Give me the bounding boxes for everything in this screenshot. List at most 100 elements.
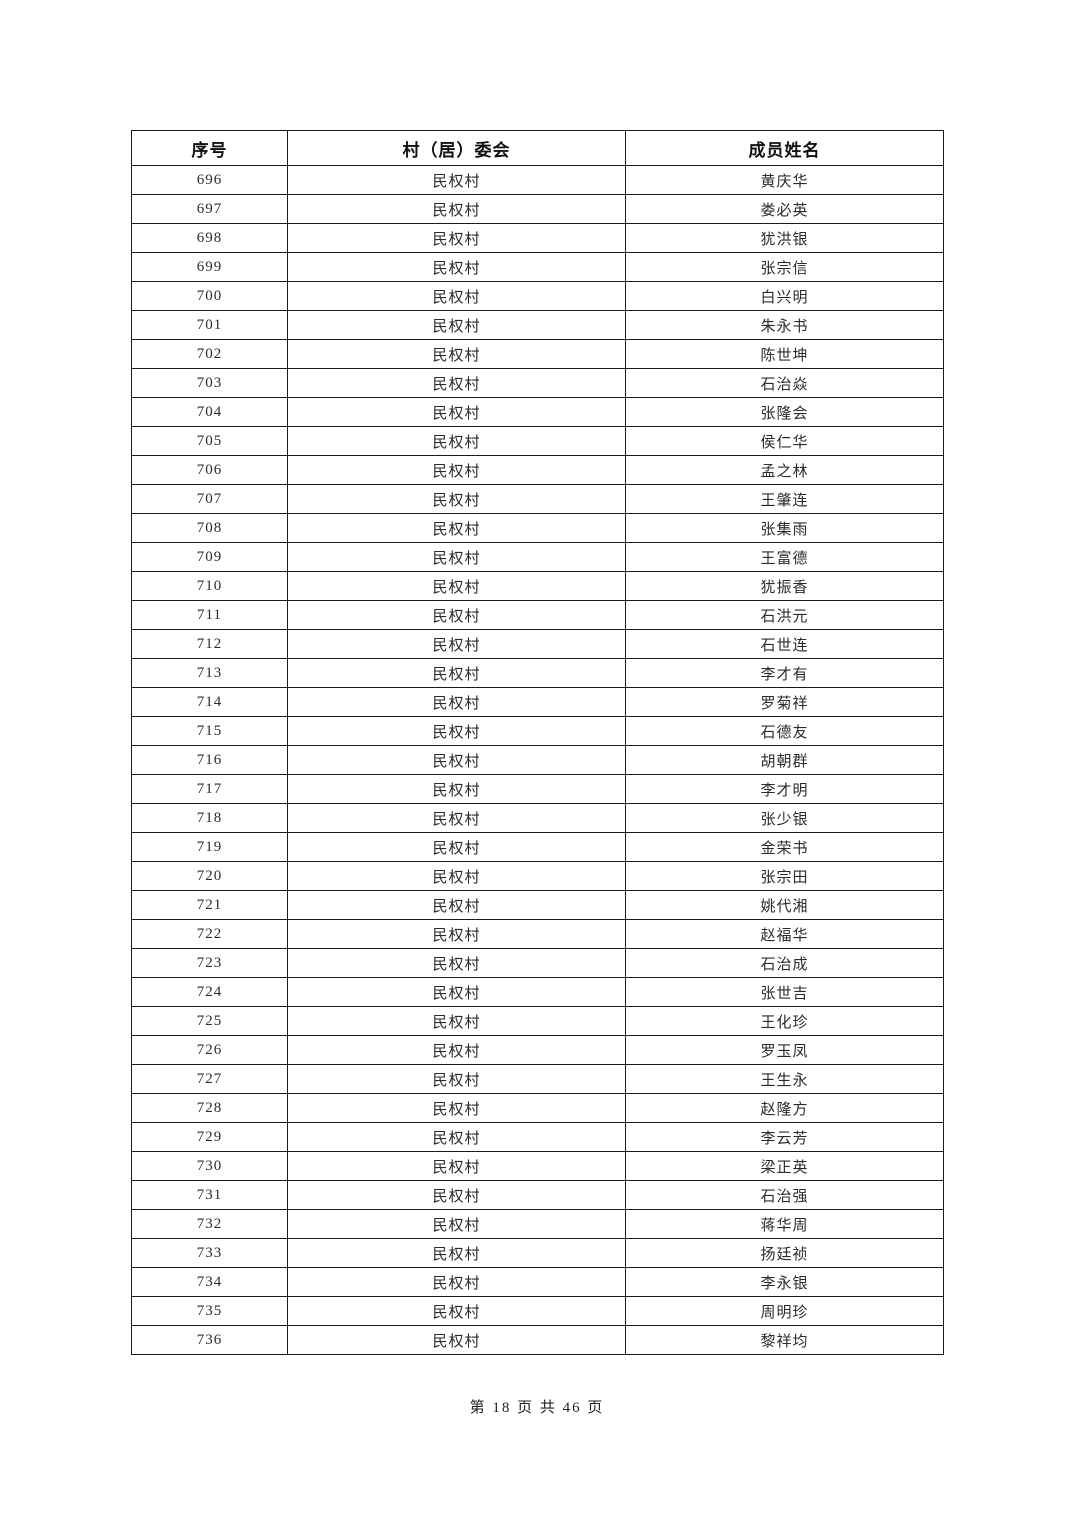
cell-serial-number: 701 bbox=[131, 310, 288, 340]
table-row: 701 民权村 朱永书 bbox=[131, 310, 944, 340]
cell-village-committee: 民权村 bbox=[287, 542, 626, 572]
cell-village-committee: 民权村 bbox=[287, 484, 626, 514]
table-row: 707 民权村 王肇连 bbox=[131, 484, 944, 514]
cell-member-name: 犹振香 bbox=[625, 571, 944, 601]
cell-member-name: 黎祥均 bbox=[625, 1325, 944, 1355]
page-number-footer: 第 18 页 共 46 页 bbox=[469, 1400, 605, 1416]
table-row: 699 民权村 张宗信 bbox=[131, 252, 944, 282]
cell-member-name: 赵隆方 bbox=[625, 1093, 944, 1123]
table-row: 718 民权村 张少银 bbox=[131, 803, 944, 833]
cell-serial-number: 725 bbox=[131, 1006, 288, 1036]
cell-member-name: 娄必英 bbox=[625, 194, 944, 224]
table-row: 714 民权村 罗菊祥 bbox=[131, 687, 944, 717]
cell-member-name: 石治成 bbox=[625, 948, 944, 978]
table-row: 710 民权村 犹振香 bbox=[131, 571, 944, 601]
cell-member-name: 张世吉 bbox=[625, 977, 944, 1007]
cell-serial-number: 729 bbox=[131, 1122, 288, 1152]
table-row: 715 民权村 石德友 bbox=[131, 716, 944, 746]
table-row: 705 民权村 侯仁华 bbox=[131, 426, 944, 456]
cell-serial-number: 702 bbox=[131, 339, 288, 369]
cell-member-name: 蒋华周 bbox=[625, 1209, 944, 1239]
cell-village-committee: 民权村 bbox=[287, 687, 626, 717]
table-row: 724 民权村 张世吉 bbox=[131, 977, 944, 1007]
table-row: 720 民权村 张宗田 bbox=[131, 861, 944, 891]
cell-serial-number: 730 bbox=[131, 1151, 288, 1181]
cell-serial-number: 731 bbox=[131, 1180, 288, 1210]
cell-member-name: 金荣书 bbox=[625, 832, 944, 862]
cell-village-committee: 民权村 bbox=[287, 861, 626, 891]
cell-serial-number: 722 bbox=[131, 919, 288, 949]
cell-serial-number: 704 bbox=[131, 397, 288, 427]
cell-member-name: 孟之林 bbox=[625, 455, 944, 485]
cell-serial-number: 727 bbox=[131, 1064, 288, 1094]
cell-serial-number: 732 bbox=[131, 1209, 288, 1239]
table-row: 698 民权村 犹洪银 bbox=[131, 223, 944, 253]
table-row: 703 民权村 石治焱 bbox=[131, 368, 944, 398]
table-row: 725 民权村 王化珍 bbox=[131, 1006, 944, 1036]
cell-member-name: 王生永 bbox=[625, 1064, 944, 1094]
cell-member-name: 李才有 bbox=[625, 658, 944, 688]
cell-member-name: 李才明 bbox=[625, 774, 944, 804]
cell-serial-number: 699 bbox=[131, 252, 288, 282]
cell-village-committee: 民权村 bbox=[287, 194, 626, 224]
cell-member-name: 周明珍 bbox=[625, 1296, 944, 1326]
cell-member-name: 罗玉凤 bbox=[625, 1035, 944, 1065]
cell-member-name: 李云芳 bbox=[625, 1122, 944, 1152]
table-row: 713 民权村 李才有 bbox=[131, 658, 944, 688]
cell-village-committee: 民权村 bbox=[287, 252, 626, 282]
cell-member-name: 胡朝群 bbox=[625, 745, 944, 775]
cell-serial-number: 717 bbox=[131, 774, 288, 804]
cell-serial-number: 719 bbox=[131, 832, 288, 862]
cell-member-name: 黄庆华 bbox=[625, 165, 944, 195]
cell-serial-number: 708 bbox=[131, 513, 288, 543]
table-row: 730 民权村 梁正英 bbox=[131, 1151, 944, 1181]
cell-village-committee: 民权村 bbox=[287, 803, 626, 833]
cell-village-committee: 民权村 bbox=[287, 629, 626, 659]
cell-member-name: 王肇连 bbox=[625, 484, 944, 514]
cell-serial-number: 707 bbox=[131, 484, 288, 514]
cell-member-name: 石世连 bbox=[625, 629, 944, 659]
cell-member-name: 侯仁华 bbox=[625, 426, 944, 456]
table-row: 732 民权村 蒋华周 bbox=[131, 1209, 944, 1239]
table-row: 717 民权村 李才明 bbox=[131, 774, 944, 804]
cell-serial-number: 724 bbox=[131, 977, 288, 1007]
cell-member-name: 赵福华 bbox=[625, 919, 944, 949]
header-member-name: 成员姓名 bbox=[625, 130, 944, 166]
cell-serial-number: 718 bbox=[131, 803, 288, 833]
table-row: 711 民权村 石洪元 bbox=[131, 600, 944, 630]
cell-serial-number: 721 bbox=[131, 890, 288, 920]
table-row: 706 民权村 孟之林 bbox=[131, 455, 944, 485]
cell-village-committee: 民权村 bbox=[287, 1035, 626, 1065]
table-row: 704 民权村 张隆会 bbox=[131, 397, 944, 427]
cell-serial-number: 700 bbox=[131, 281, 288, 311]
table-row: 726 民权村 罗玉凤 bbox=[131, 1035, 944, 1065]
cell-member-name: 王富德 bbox=[625, 542, 944, 572]
cell-member-name: 王化珍 bbox=[625, 1006, 944, 1036]
cell-village-committee: 民权村 bbox=[287, 600, 626, 630]
cell-member-name: 罗菊祥 bbox=[625, 687, 944, 717]
cell-serial-number: 712 bbox=[131, 629, 288, 659]
cell-member-name: 石治焱 bbox=[625, 368, 944, 398]
cell-village-committee: 民权村 bbox=[287, 1122, 626, 1152]
cell-serial-number: 703 bbox=[131, 368, 288, 398]
table-row: 723 民权村 石治成 bbox=[131, 948, 944, 978]
cell-member-name: 扬廷祯 bbox=[625, 1238, 944, 1268]
table-row: 712 民权村 石世连 bbox=[131, 629, 944, 659]
cell-village-committee: 民权村 bbox=[287, 397, 626, 427]
cell-member-name: 石洪元 bbox=[625, 600, 944, 630]
cell-village-committee: 民权村 bbox=[287, 948, 626, 978]
cell-member-name: 石治强 bbox=[625, 1180, 944, 1210]
table-row: 719 民权村 金荣书 bbox=[131, 832, 944, 862]
cell-village-committee: 民权村 bbox=[287, 310, 626, 340]
cell-village-committee: 民权村 bbox=[287, 658, 626, 688]
cell-serial-number: 710 bbox=[131, 571, 288, 601]
table-row: 716 民权村 胡朝群 bbox=[131, 745, 944, 775]
cell-serial-number: 728 bbox=[131, 1093, 288, 1123]
table-row: 731 民权村 石治强 bbox=[131, 1180, 944, 1210]
cell-serial-number: 720 bbox=[131, 861, 288, 891]
cell-village-committee: 民权村 bbox=[287, 1151, 626, 1181]
cell-village-committee: 民权村 bbox=[287, 1238, 626, 1268]
cell-member-name: 陈世坤 bbox=[625, 339, 944, 369]
cell-member-name: 张宗田 bbox=[625, 861, 944, 891]
header-serial-number: 序号 bbox=[131, 130, 288, 166]
